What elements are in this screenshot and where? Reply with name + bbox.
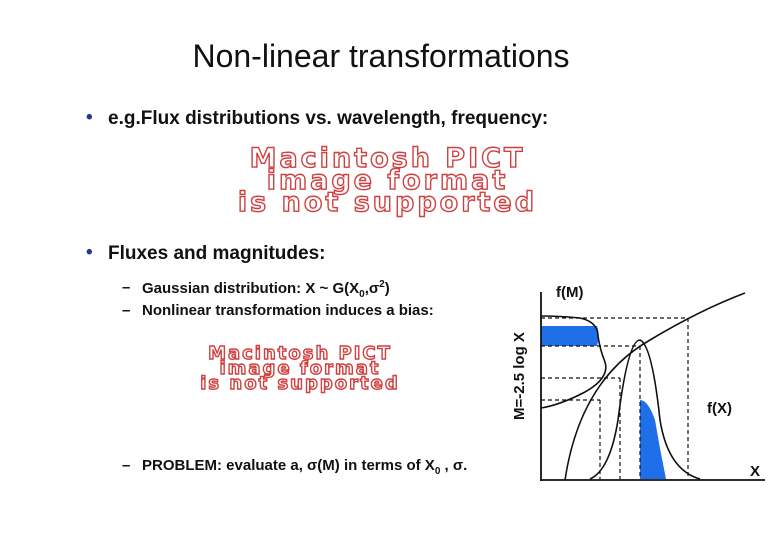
pict-placeholder: Macintosh PICT image format is not suppo… [140,143,635,218]
sub-bullet-text: Nonlinear transformation induces a bias: [142,302,434,319]
title: Non-linear transformations [192,38,570,74]
transformation-curve [564,292,746,481]
fm-label: f(M) [556,284,583,301]
placeholder-line: image format [266,165,509,196]
y-axis-label: M=-2.5 log X [511,332,528,420]
bullet-marker: • [86,242,93,263]
pict-placeholder: Macintosh PICT image format is not suppo… [140,343,460,394]
x-axis-label: X [750,463,760,480]
sub-bullet-marker: – [122,457,131,474]
text: Gaussian distribution: X ~ G(X [142,280,360,297]
sub-bullet-text: PROBLEM: evaluate a, σ(M) in terms of X0… [142,457,467,477]
subscript: 0 [359,289,365,300]
bullet-text: Fluxes and magnitudes: [108,243,326,264]
fm-curve [540,315,607,409]
shaded-regions [541,326,666,479]
curves [540,292,746,481]
text: ) [384,280,390,297]
sub-bullet-marker: – [122,279,131,296]
fx-curve [589,339,701,480]
placeholder-line: Macintosh PICT [249,143,526,174]
placeholder-line: image format [219,358,381,379]
guide-lines [541,317,689,479]
placeholder-line: is not supported [200,373,400,394]
superscript: 2 [379,279,385,290]
fm-shaded [541,326,599,346]
sub-bullet-marker: – [122,302,131,319]
bullet-marker: • [86,107,93,128]
subscript: 0 [434,466,441,477]
placeholder-line: Macintosh PICT [207,343,392,364]
axes [540,292,765,481]
text: ,σ [364,280,380,297]
bullet-text: e.g.Flux distributions vs. wavelength, f… [108,108,549,129]
fx-label: f(X) [707,400,732,417]
fx-shaded [640,400,666,479]
sub-bullet-text: Gaussian distribution: X ~ G(X0,σ2) [142,279,390,300]
text: , σ. [440,457,468,474]
text: PROBLEM: evaluate a, σ(M) in terms of X [142,457,435,474]
placeholder-line: is not supported [237,187,538,218]
